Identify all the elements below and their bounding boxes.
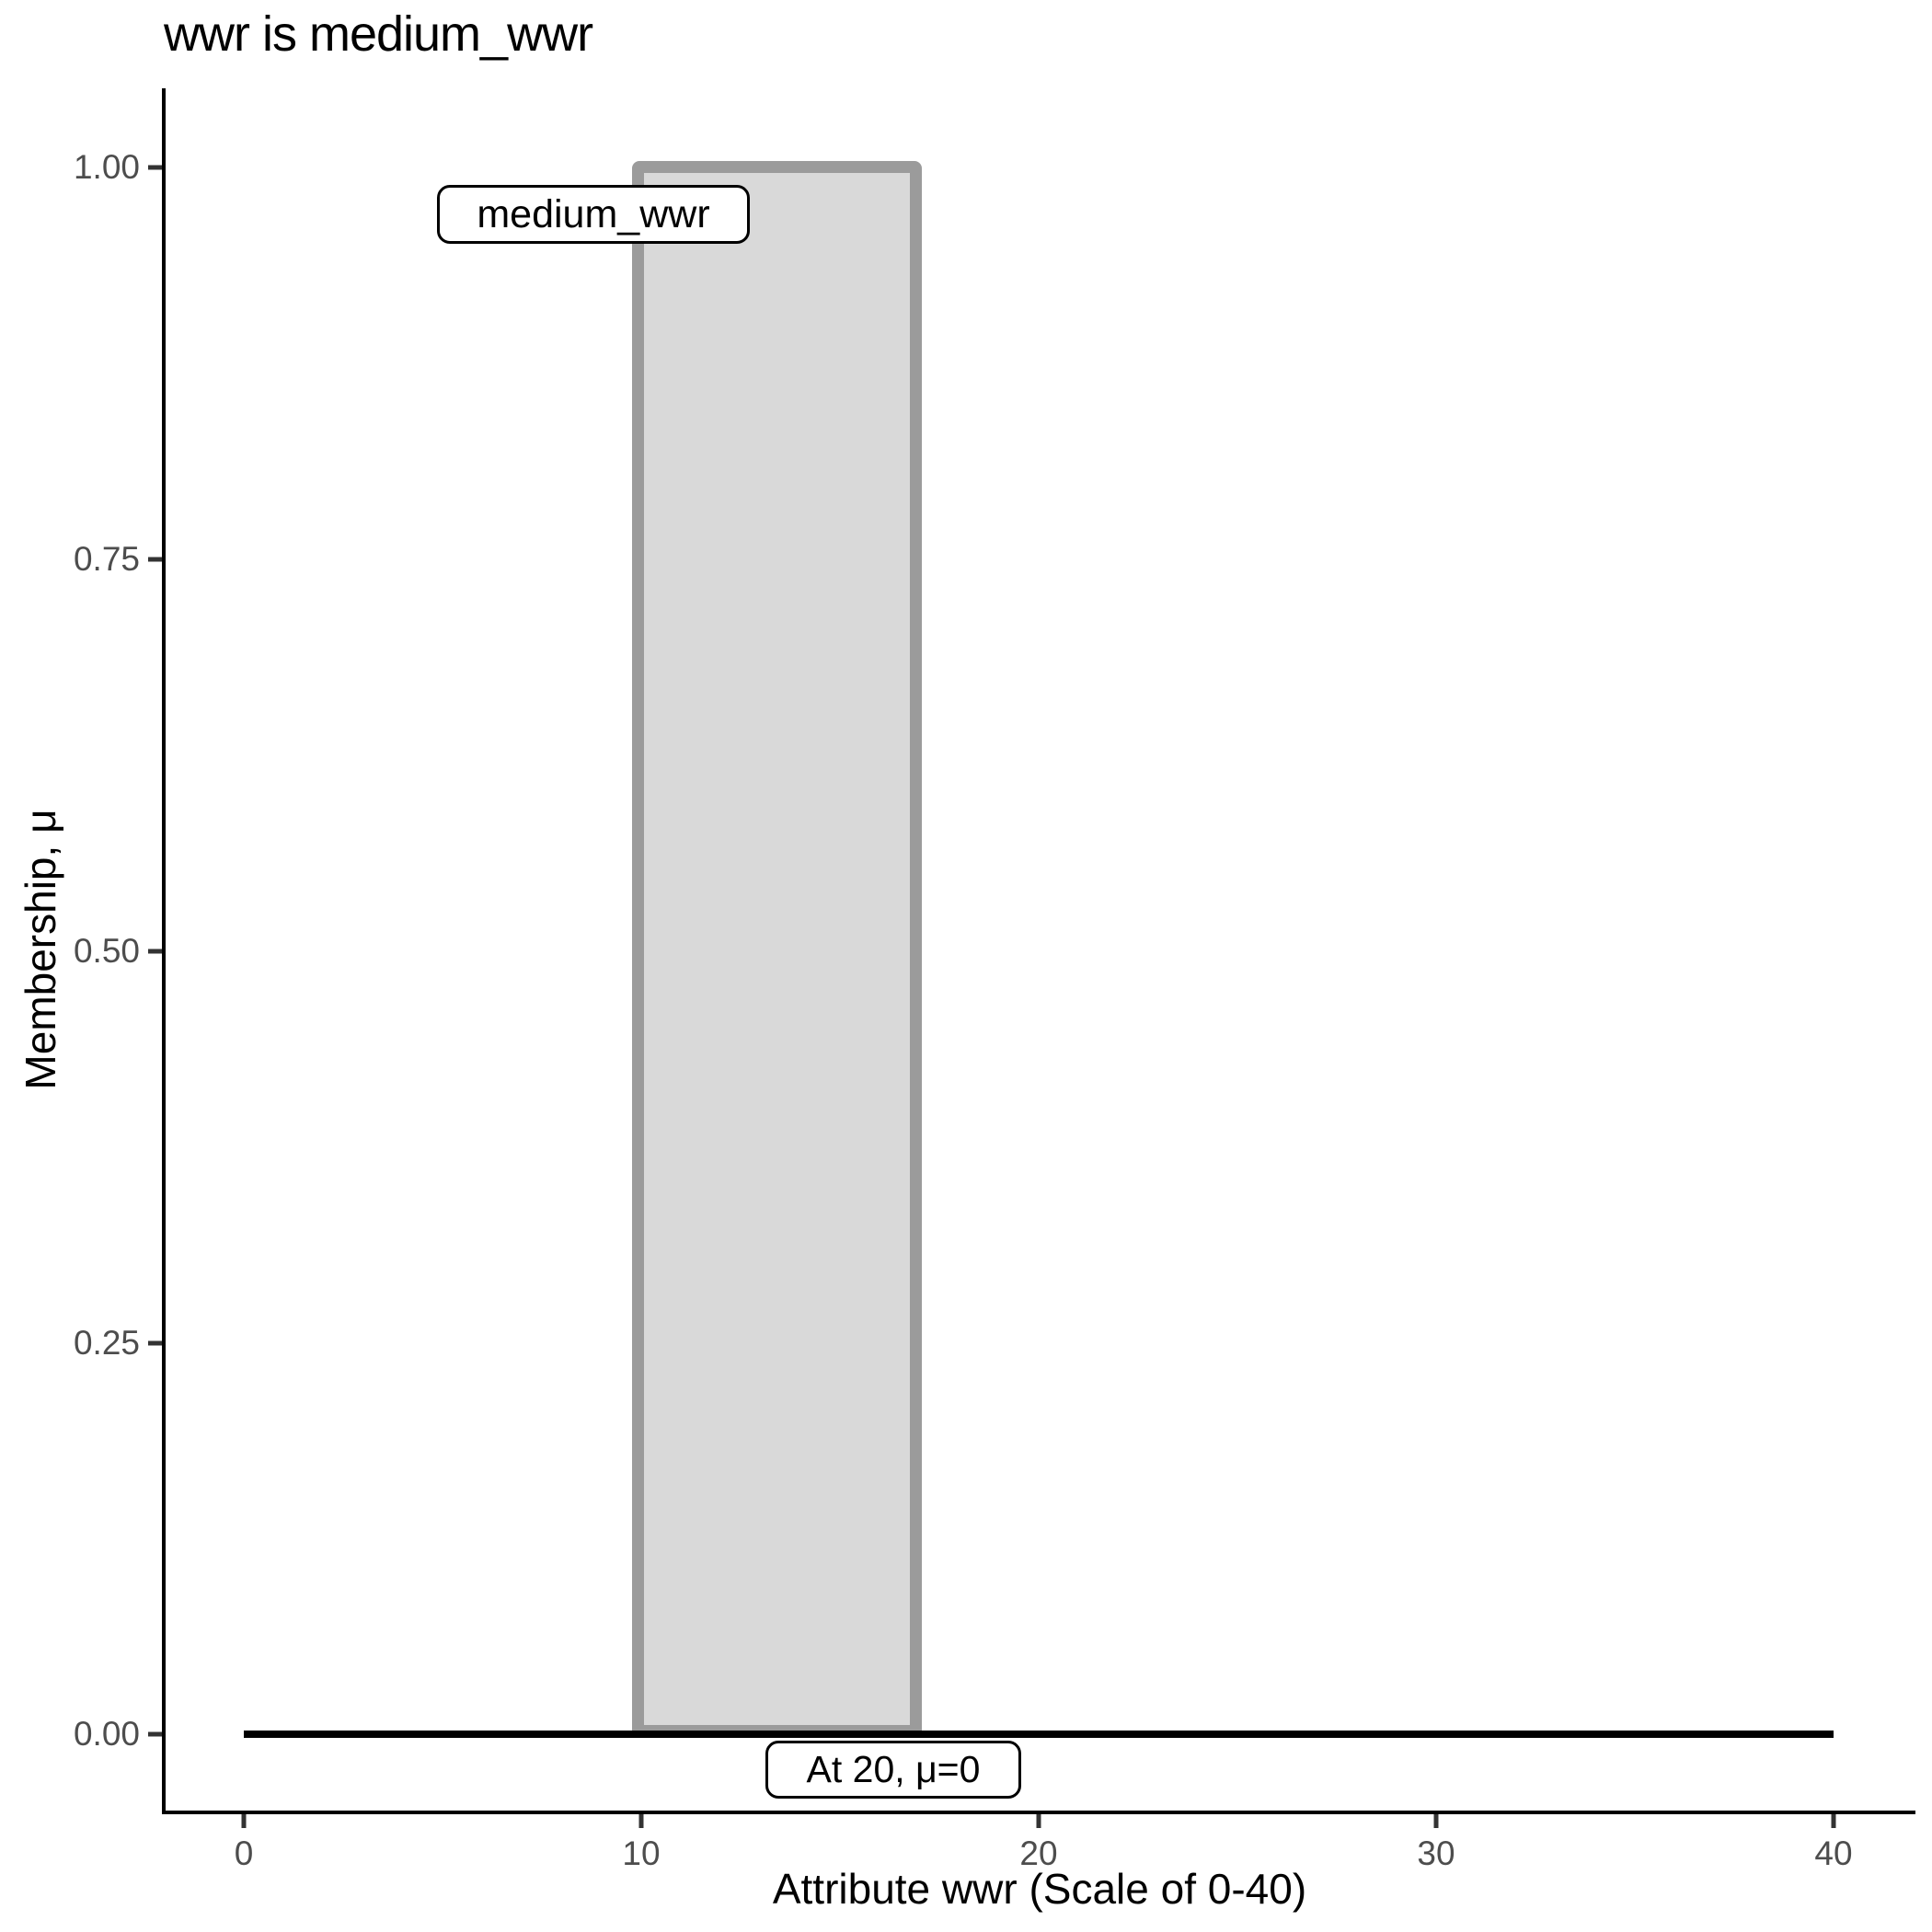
x-tick-label-40: 40 — [1814, 1834, 1853, 1872]
x-axis-line — [162, 1811, 1915, 1814]
y-tick-1.00 — [148, 165, 162, 170]
x-tick-40 — [1831, 1814, 1836, 1828]
y-axis-line — [162, 88, 166, 1814]
y-tick-label-0.50: 0.50 — [73, 932, 140, 970]
y-tick-0.00 — [148, 1731, 162, 1737]
annotation-at-20-mu-0-text: At 20, μ=0 — [806, 1748, 981, 1790]
x-tick-20 — [1036, 1814, 1041, 1828]
x-tick-10 — [638, 1814, 644, 1828]
y-tick-label-0.00: 0.00 — [73, 1715, 140, 1753]
x-tick-label-0: 0 — [234, 1834, 254, 1872]
zero-membership-baseline — [244, 1731, 1834, 1738]
y-tick-label-0.75: 0.75 — [73, 540, 140, 578]
x-tick-label-30: 30 — [1417, 1834, 1455, 1872]
annotation-medium-wwr: medium_wwr — [437, 185, 750, 244]
chart-title: wwr is medium_wwr — [164, 6, 593, 62]
y-tick-label-0.25: 0.25 — [73, 1324, 140, 1362]
annotation-medium-wwr-text: medium_wwr — [477, 191, 710, 236]
y-tick-0.50 — [148, 949, 162, 954]
x-tick-30 — [1433, 1814, 1439, 1828]
x-tick-label-10: 10 — [622, 1834, 661, 1872]
y-tick-label-1.00: 1.00 — [73, 148, 140, 186]
x-tick-0 — [241, 1814, 247, 1828]
x-tick-label-20: 20 — [1019, 1834, 1058, 1872]
membership-bar-medium-wwr — [632, 161, 922, 1737]
y-tick-0.25 — [148, 1340, 162, 1346]
x-axis-title: Attribute wwr (Scale of 0-40) — [772, 1865, 1307, 1913]
annotation-at-20-mu-0: At 20, μ=0 — [765, 1741, 1021, 1799]
y-tick-0.75 — [148, 557, 162, 562]
